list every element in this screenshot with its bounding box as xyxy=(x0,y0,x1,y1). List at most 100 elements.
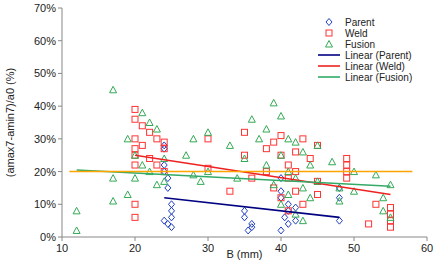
point xyxy=(132,116,138,122)
point xyxy=(299,148,306,155)
x-tick-label: 50 xyxy=(348,242,360,254)
legend-marker xyxy=(326,30,332,36)
point xyxy=(278,152,284,158)
legend-marker xyxy=(326,41,333,48)
x-axis-label: B (mm) xyxy=(226,248,262,260)
point xyxy=(344,175,350,181)
point xyxy=(315,142,321,148)
point xyxy=(388,224,394,230)
legend-label: Linear (Parent) xyxy=(345,50,412,61)
x-tick xyxy=(427,237,428,241)
x-tick xyxy=(208,237,209,241)
point xyxy=(285,191,292,198)
legend-marker xyxy=(326,19,332,26)
x-tick xyxy=(354,237,355,241)
point xyxy=(388,205,394,211)
x-tick xyxy=(281,237,282,241)
point xyxy=(263,126,270,133)
y-tick xyxy=(58,73,62,74)
point xyxy=(248,116,255,123)
point xyxy=(242,129,248,135)
legend-line xyxy=(318,76,340,78)
point xyxy=(336,217,342,224)
point xyxy=(344,162,350,168)
legend: ParentWeldFusionLinear (Parent)Linear (W… xyxy=(314,14,424,86)
point xyxy=(314,142,321,149)
y-tick xyxy=(58,106,62,107)
x-tick-label: 40 xyxy=(275,242,287,254)
y-tick-label: 20% xyxy=(34,166,56,178)
point xyxy=(110,175,117,182)
point xyxy=(190,135,197,142)
point xyxy=(226,142,233,149)
point xyxy=(344,155,350,161)
point xyxy=(153,181,160,188)
y-tick-label: 60% xyxy=(34,35,56,47)
point xyxy=(139,109,146,116)
legend-box xyxy=(314,14,424,86)
point xyxy=(73,207,80,214)
point xyxy=(132,162,138,168)
point xyxy=(329,158,336,165)
point xyxy=(278,227,284,234)
point xyxy=(263,162,270,169)
legend-label: Fusion xyxy=(345,39,375,50)
point xyxy=(183,152,190,159)
point xyxy=(307,162,314,169)
point xyxy=(161,217,167,224)
point xyxy=(241,155,248,162)
legend-label: Linear (Fusion) xyxy=(345,72,412,83)
point xyxy=(154,162,160,168)
point xyxy=(270,99,277,106)
y-tick xyxy=(58,237,62,238)
point xyxy=(336,184,342,191)
point xyxy=(307,194,314,201)
y-tick-label: 40% xyxy=(34,100,56,112)
trend-line xyxy=(69,171,412,173)
y-tick xyxy=(58,138,62,139)
point xyxy=(282,214,288,221)
point xyxy=(278,152,285,159)
point xyxy=(278,133,284,139)
point xyxy=(161,178,168,185)
point xyxy=(110,198,117,205)
y-tick xyxy=(58,40,62,41)
point xyxy=(169,214,175,221)
point xyxy=(132,201,138,207)
point xyxy=(161,145,167,152)
y-tick xyxy=(58,8,62,9)
x-tick-label: 60 xyxy=(421,242,433,254)
point xyxy=(285,135,292,142)
point xyxy=(139,123,145,129)
point xyxy=(366,221,372,227)
legend-line xyxy=(318,54,340,56)
point xyxy=(387,214,394,221)
point xyxy=(205,129,212,136)
point xyxy=(132,175,139,182)
point xyxy=(271,139,277,145)
legend-label: Weld xyxy=(345,28,368,39)
point xyxy=(245,227,251,234)
y-tick-label: 50% xyxy=(34,67,56,79)
point xyxy=(373,201,379,207)
legend-label: Parent xyxy=(345,17,375,28)
point xyxy=(380,194,387,201)
y-axis-label: (amax7-amin7)/a0 (%) xyxy=(4,68,16,177)
point xyxy=(292,139,299,146)
point xyxy=(161,146,167,152)
point xyxy=(124,135,131,142)
plot-area xyxy=(69,86,412,234)
y-tick-label: 70% xyxy=(34,2,56,14)
x-tick-label: 30 xyxy=(202,242,214,254)
y-axis xyxy=(62,8,63,237)
point xyxy=(153,126,160,133)
point xyxy=(197,178,204,185)
point xyxy=(293,188,299,194)
point xyxy=(293,217,299,224)
x-axis xyxy=(62,237,427,238)
point xyxy=(380,207,387,214)
point xyxy=(110,86,117,93)
point xyxy=(147,129,153,135)
x-tick-label: 20 xyxy=(129,242,141,254)
point xyxy=(124,191,131,198)
